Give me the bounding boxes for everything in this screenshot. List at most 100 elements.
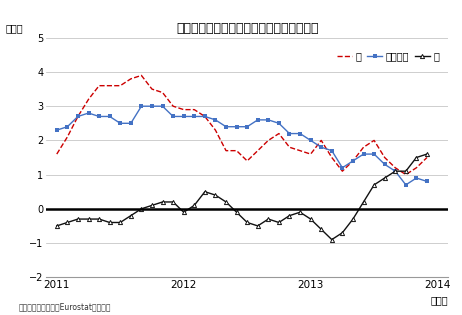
ユーロ圏 [255, 118, 261, 122]
日 [170, 200, 176, 204]
ユーロ圏 [234, 125, 239, 129]
ユーロ圏 [107, 115, 112, 118]
米 [276, 132, 282, 135]
米 [361, 145, 366, 149]
Line: ユーロ圏: ユーロ圏 [55, 105, 429, 186]
ユーロ圏 [149, 104, 155, 108]
日 [287, 214, 292, 218]
米 [213, 128, 218, 132]
日 [223, 200, 229, 204]
日 [340, 231, 345, 235]
米 [393, 166, 398, 170]
日 [266, 217, 271, 221]
ユーロ圏 [54, 128, 60, 132]
米 [139, 73, 144, 77]
日 [350, 217, 356, 221]
米 [318, 139, 324, 142]
日 [202, 190, 207, 194]
米 [160, 91, 165, 94]
日 [276, 220, 282, 224]
日 [139, 207, 144, 211]
ユーロ圏 [213, 118, 218, 122]
日 [86, 217, 91, 221]
ユーロ圏 [266, 118, 271, 122]
日 [329, 238, 334, 242]
米 [350, 159, 356, 163]
日 [160, 200, 165, 204]
ユーロ圏 [276, 121, 282, 125]
日 [192, 203, 197, 207]
日 [382, 176, 388, 180]
米 [107, 84, 112, 88]
米 [329, 156, 334, 159]
ユーロ圏 [86, 111, 91, 115]
Legend: 米, ユーロ圏, 日: 米, ユーロ圏, 日 [333, 48, 443, 65]
ユーロ圏 [382, 163, 388, 166]
日 [96, 217, 102, 221]
米 [371, 139, 377, 142]
米 [244, 159, 250, 163]
Title: 日米欧の消費者物価上昇率（前年同月比）: 日米欧の消費者物価上昇率（前年同月比） [176, 22, 318, 35]
米 [308, 152, 313, 156]
ユーロ圏 [371, 152, 377, 156]
日 [65, 220, 70, 224]
米 [149, 87, 155, 91]
Line: 日: 日 [55, 152, 429, 242]
ユーロ圏 [192, 115, 197, 118]
日 [308, 217, 313, 221]
ユーロ圏 [318, 145, 324, 149]
米 [424, 156, 430, 159]
米 [128, 77, 134, 81]
日 [54, 224, 60, 228]
ユーロ圏 [350, 159, 356, 163]
日 [255, 224, 261, 228]
米 [96, 84, 102, 88]
日 [297, 210, 303, 214]
米 [413, 166, 419, 170]
米 [340, 169, 345, 173]
ユーロ圏 [202, 115, 207, 118]
日 [361, 200, 366, 204]
米 [223, 149, 229, 152]
Text: （％）: （％） [6, 23, 24, 33]
ユーロ圏 [96, 115, 102, 118]
日 [117, 220, 123, 224]
日 [149, 203, 155, 207]
米 [192, 108, 197, 112]
ユーロ圏 [139, 104, 144, 108]
米 [382, 156, 388, 159]
日 [318, 227, 324, 231]
ユーロ圏 [393, 169, 398, 173]
ユーロ圏 [287, 132, 292, 135]
ユーロ圏 [75, 115, 81, 118]
日 [213, 193, 218, 197]
ユーロ圏 [160, 104, 165, 108]
米 [86, 97, 91, 101]
ユーロ圏 [329, 149, 334, 152]
日 [244, 220, 250, 224]
ユーロ圏 [413, 176, 419, 180]
日 [424, 152, 430, 156]
日 [371, 183, 377, 187]
ユーロ圏 [128, 121, 134, 125]
米 [65, 135, 70, 139]
ユーロ圏 [340, 166, 345, 170]
米 [287, 145, 292, 149]
日 [234, 210, 239, 214]
米 [255, 149, 261, 152]
米 [266, 139, 271, 142]
Text: （年）: （年） [431, 295, 448, 306]
Text: （資料）米労働省、Eurostat、総務省: （資料）米労働省、Eurostat、総務省 [18, 303, 111, 312]
米 [403, 173, 408, 176]
米 [181, 108, 187, 112]
米 [234, 149, 239, 152]
米 [75, 115, 81, 118]
ユーロ圏 [361, 152, 366, 156]
ユーロ圏 [424, 180, 430, 183]
日 [128, 214, 134, 218]
Line: 米: 米 [57, 75, 427, 175]
ユーロ圏 [181, 115, 187, 118]
米 [117, 84, 123, 88]
日 [75, 217, 81, 221]
日 [107, 220, 112, 224]
